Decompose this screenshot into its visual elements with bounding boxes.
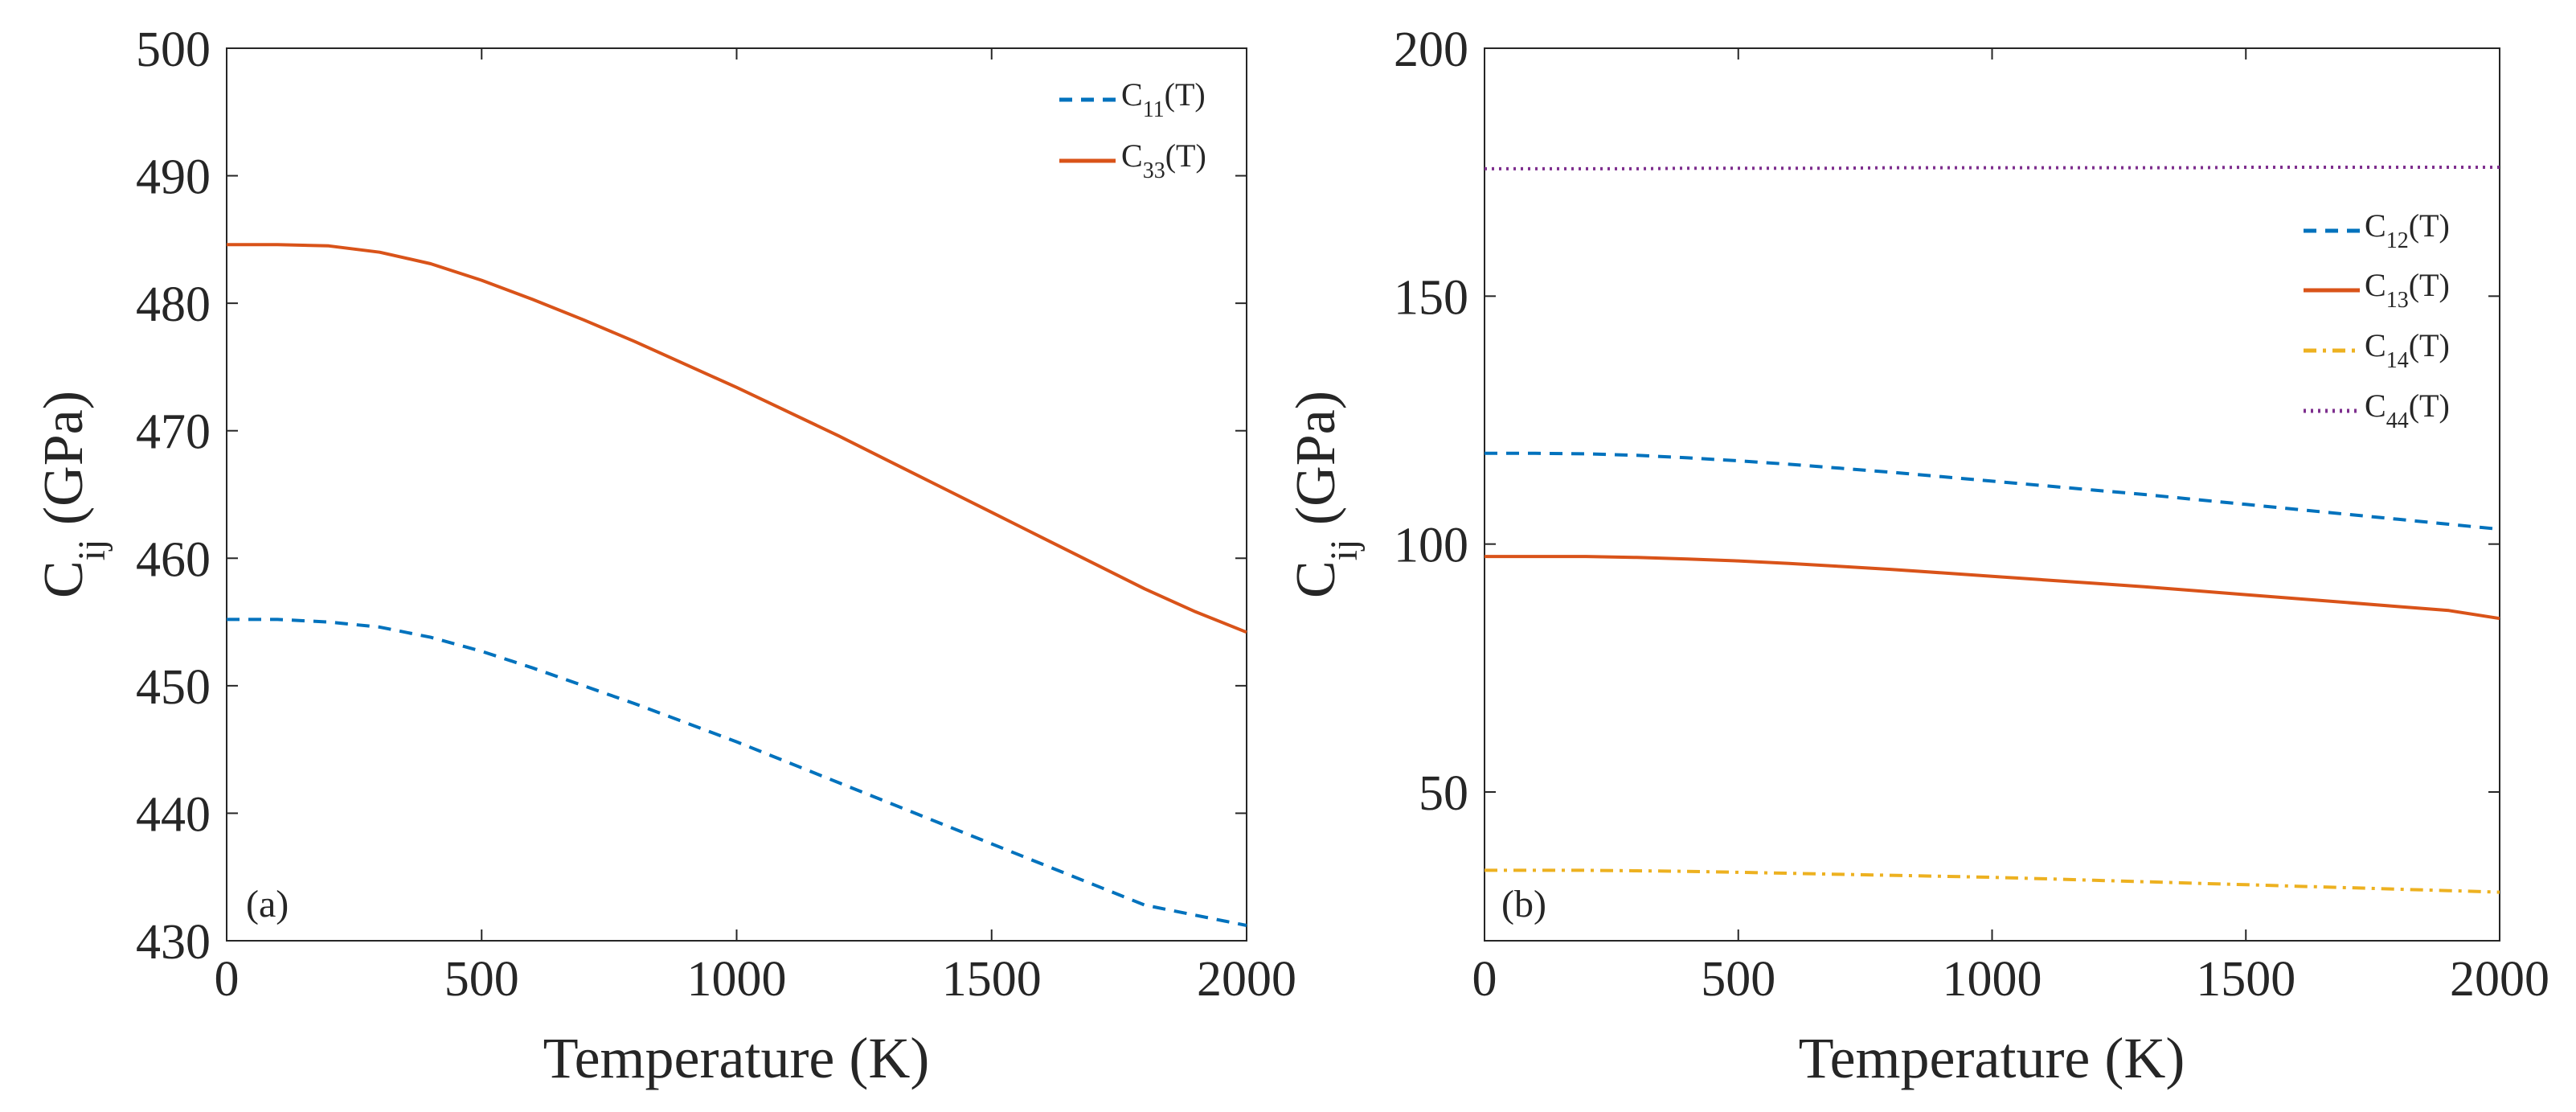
- panel-b-plot-area: [1484, 47, 2500, 942]
- x-tick-label: 1500: [942, 952, 1042, 1007]
- panel-a-label: (a): [246, 883, 289, 925]
- panel-a-plot-area: [226, 47, 1247, 942]
- series-line-c44-t: [1485, 166, 2500, 170]
- y-tick-label: 500: [136, 23, 211, 77]
- y-tick-label: 490: [136, 150, 211, 205]
- panel-b-ticks: 0 500 1000 1500 2000 50 100 150 200: [1394, 23, 2549, 1007]
- panel-a-ylabel: Cij (GPa): [33, 391, 113, 598]
- panel-a-lines: [227, 243, 1247, 927]
- panel-b-ylabel: Cij (GPa): [1285, 391, 1366, 598]
- panel-a-ylabel-sub: ij: [71, 540, 113, 561]
- legend-entry-c44: C44(T): [2304, 388, 2450, 433]
- panel-a-xlabel: Temperature (K): [543, 1026, 930, 1090]
- series-line-c12-t: [1485, 451, 2500, 531]
- legend-entry-c13: C13(T): [2304, 267, 2450, 313]
- panel-b-ylabel-main: C: [1285, 560, 1347, 598]
- panel-a-ylabel-unit: (GPa): [33, 391, 95, 540]
- x-tick-label: 500: [444, 952, 519, 1007]
- x-tick-label: 1500: [2196, 952, 2295, 1007]
- series-line-c11-t: [227, 618, 1247, 927]
- series-line-c13-t: [1485, 555, 2500, 621]
- panel-b-lines: [1485, 166, 2500, 894]
- y-tick-label: 50: [1419, 766, 1468, 821]
- legend-label-c44: C44(T): [2365, 388, 2450, 433]
- y-tick-label: 460: [136, 532, 211, 587]
- panel-b-label: (b): [1501, 883, 1546, 925]
- y-tick-label: 470: [136, 405, 211, 460]
- x-tick-label: 1000: [1943, 952, 2042, 1007]
- panel-a-ticks: 0 500 1000 1500 2000 430 440 450 460 470 480 490 500: [136, 23, 1296, 1007]
- legend-label-c11: C11(T): [1121, 76, 1206, 122]
- x-tick-label: 500: [1701, 952, 1775, 1007]
- panel-b: 0 500 1000 1500 2000 50 100 150 200 (b) Temperat…: [1285, 23, 2549, 1090]
- x-tick-label: 2000: [2450, 952, 2549, 1007]
- y-tick-label: 480: [136, 277, 211, 332]
- series-line-c33-t: [227, 243, 1247, 634]
- x-tick-label: 1000: [687, 952, 787, 1007]
- x-tick-label: 0: [215, 952, 240, 1007]
- panel-a: 0 500 1000 1500 2000 430 440 450 460 470 480 490 500…: [33, 23, 1296, 1090]
- panel-b-ylabel-sub: ij: [1323, 540, 1366, 561]
- panel-b-xlabel: Temperature (K): [1799, 1026, 2185, 1090]
- x-tick-label: 0: [1472, 952, 1497, 1007]
- y-tick-label: 100: [1394, 519, 1468, 573]
- panel-a-ylabel-main: C: [33, 560, 95, 598]
- y-tick-label: 450: [136, 660, 211, 715]
- panel-b-legend: C12(T) C13(T) C14(T) C44(T): [2304, 207, 2450, 433]
- x-tick-label: 2000: [1197, 952, 1296, 1007]
- legend-entry-c12: C12(T): [2304, 207, 2450, 253]
- legend-entry-c11: C11(T): [1059, 76, 1206, 122]
- legend-label-c12: C12(T): [2365, 207, 2450, 253]
- legend-entry-c33: C33(T): [1059, 137, 1206, 183]
- panel-a-legend: C11(T) C33(T): [1059, 76, 1206, 183]
- series-line-c14-t: [1485, 868, 2500, 894]
- y-tick-label: 150: [1394, 270, 1468, 325]
- legend-label-c14: C14(T): [2365, 327, 2450, 373]
- y-tick-label: 430: [136, 915, 211, 970]
- panel-b-ylabel-unit: (GPa): [1285, 391, 1347, 540]
- legend-label-c33: C33(T): [1121, 137, 1206, 183]
- legend-label-c13: C13(T): [2365, 267, 2450, 313]
- legend-entry-c14: C14(T): [2304, 327, 2450, 373]
- y-tick-label: 440: [136, 787, 211, 842]
- y-tick-label: 200: [1394, 23, 1468, 77]
